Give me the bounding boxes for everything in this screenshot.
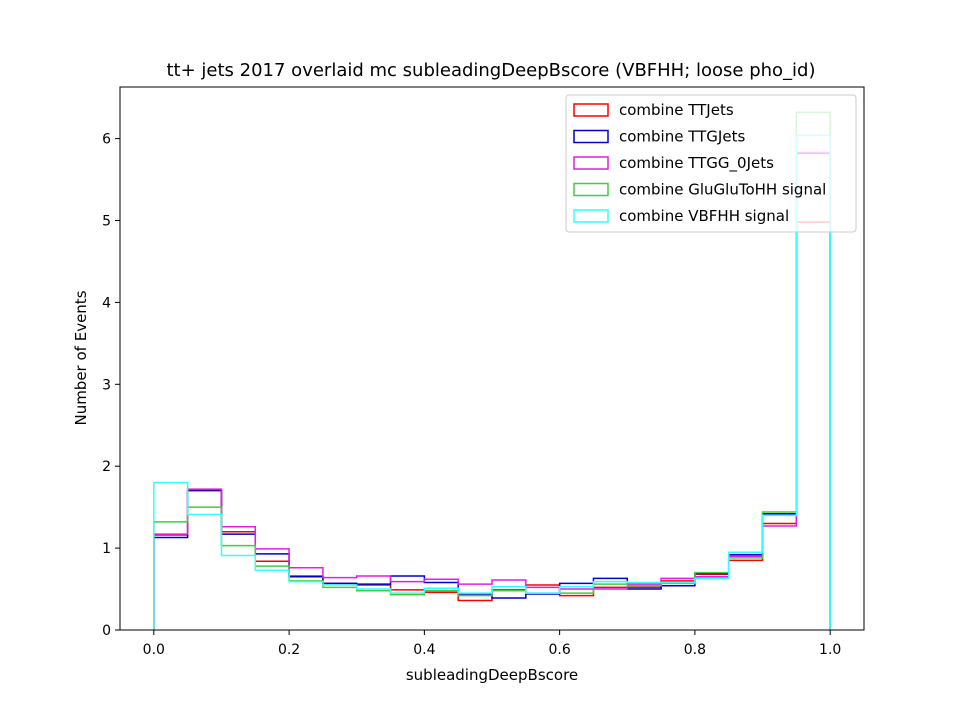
legend-entry-label: combine TTGG_0Jets bbox=[619, 154, 774, 173]
legend-swatch bbox=[573, 103, 609, 117]
legend-swatch bbox=[573, 209, 609, 223]
y-axis-label: Number of Events bbox=[72, 290, 90, 425]
x-tick-label: 1.0 bbox=[819, 642, 841, 658]
y-tick-label: 6 bbox=[102, 132, 111, 148]
plot-frame bbox=[119, 86, 865, 631]
x-tick-label: 0.6 bbox=[549, 642, 571, 658]
legend-entry-label: combine GluGluToHH signal bbox=[619, 181, 826, 199]
legend-swatch bbox=[573, 156, 609, 170]
y-tick-label: 0 bbox=[102, 623, 111, 639]
y-axis: 0 1 2 3 4 5 6 bbox=[102, 132, 120, 639]
y-tick-label: 1 bbox=[102, 541, 111, 557]
y-tick-label: 4 bbox=[102, 295, 111, 311]
y-tick-label: 3 bbox=[102, 377, 111, 393]
x-axis-label: subleadingDeepBscore bbox=[406, 666, 578, 684]
x-axis: 0.0 0.2 0.4 0.6 0.8 1.0 bbox=[143, 630, 841, 658]
legend-entry-label: combine VBFHH signal bbox=[619, 207, 789, 225]
y-tick-label: 2 bbox=[102, 459, 111, 475]
x-tick-label: 0.8 bbox=[684, 642, 706, 658]
legend-swatch bbox=[573, 182, 609, 197]
series-layer bbox=[153, 111, 831, 630]
legend-swatch bbox=[573, 129, 609, 144]
legend-box bbox=[565, 94, 857, 233]
x-tick-label: 0.4 bbox=[413, 642, 435, 658]
legend-entry-label: combine TTGJets bbox=[619, 128, 745, 146]
y-tick-label: 5 bbox=[102, 213, 111, 229]
legend: combine TTJets combine TTGJets combine TTG… bbox=[565, 94, 857, 233]
chart-title: tt+ jets 2017 overlaid mc subleadingDeep… bbox=[167, 60, 816, 81]
series-5-outline bbox=[153, 134, 831, 630]
x-tick-label: 0.0 bbox=[143, 642, 165, 658]
x-tick-label: 0.2 bbox=[278, 642, 300, 658]
legend-entry-label: combine TTJets bbox=[619, 101, 734, 119]
